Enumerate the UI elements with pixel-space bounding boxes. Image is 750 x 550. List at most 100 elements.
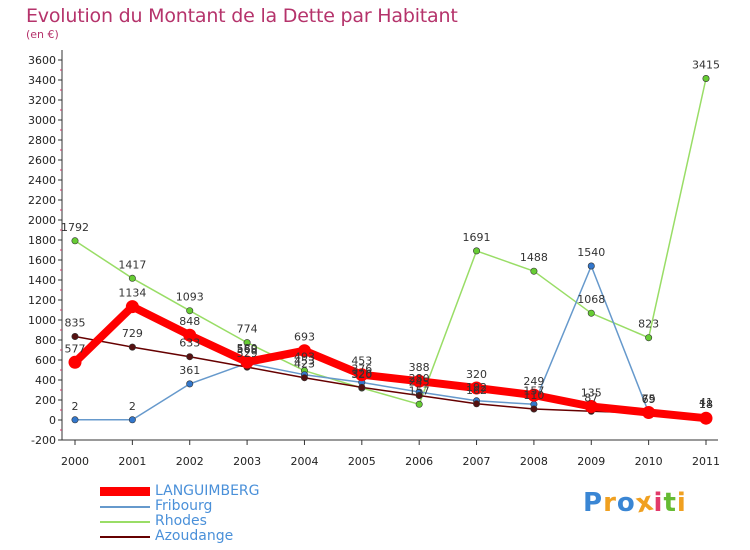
legend-swatch-rhodes [100, 521, 150, 523]
data-point-languimberg [125, 300, 139, 314]
series-line-languimberg [71, 302, 710, 423]
x-tick-label: 2005 [348, 455, 376, 468]
data-point-azoudange [473, 400, 481, 408]
data-label: 823 [638, 318, 659, 331]
legend-item-languimberg[interactable]: LANGUIMBERG [100, 483, 320, 499]
data-point-rhodes [473, 247, 481, 255]
data-label: 87 [584, 391, 598, 404]
proxiti-logo[interactable]: Proxiti [583, 486, 687, 519]
data-label: 110 [523, 389, 544, 402]
data-label: 774 [237, 323, 258, 336]
data-label: 453 [351, 355, 372, 368]
data-point-languimberg [584, 400, 598, 413]
data-point-languimberg [183, 328, 197, 342]
data-label: 423 [294, 358, 315, 371]
y-tick-label: 3600 [28, 54, 56, 67]
legend-label-fribourg: Fribourg [155, 498, 213, 514]
data-point-rhodes [186, 307, 194, 315]
data-point-azoudange [300, 374, 308, 382]
series-line-fribourg [74, 265, 707, 421]
data-label: 18 [699, 398, 713, 411]
data-point-rhodes [71, 237, 79, 245]
x-tick-label: 2009 [577, 455, 605, 468]
data-label: 135 [581, 387, 602, 400]
data-label: 1134 [118, 287, 146, 300]
y-tick-label: 3400 [28, 74, 56, 87]
data-point-azoudange [71, 332, 79, 340]
data-label: 280 [409, 372, 430, 385]
legend-swatch-azoudange [100, 536, 150, 538]
data-point-fribourg [71, 416, 79, 424]
data-point-fribourg [128, 416, 136, 424]
data-label: 2 [129, 400, 136, 413]
y-tick-label: 800 [35, 334, 56, 347]
legend-item-fribourg[interactable]: Fribourg [100, 498, 320, 514]
data-label: 1792 [61, 221, 89, 234]
data-point-rhodes [645, 334, 653, 342]
data-point-languimberg [355, 368, 369, 382]
y-tick-label: 2600 [28, 154, 56, 167]
y-tick-label: 2400 [28, 174, 56, 187]
data-label: 361 [179, 364, 200, 377]
data-label: 1417 [118, 258, 146, 271]
data-label: 729 [122, 327, 143, 340]
data-label: 835 [65, 317, 86, 330]
data-label: 245 [409, 376, 430, 389]
data-label: 376 [351, 362, 372, 375]
y-tick-label: 2000 [28, 214, 56, 227]
data-label: 1540 [577, 246, 605, 259]
x-tick-label: 2008 [520, 455, 548, 468]
legend-label-azoudange: Azoudange [155, 528, 234, 544]
x-tick-label: 2001 [118, 455, 146, 468]
data-point-azoudange [186, 353, 194, 361]
y-tick-label: 2800 [28, 134, 56, 147]
data-point-languimberg [527, 388, 541, 402]
data-point-fribourg [587, 262, 595, 270]
data-label: 157 [523, 384, 544, 397]
data-label: 1488 [520, 251, 548, 264]
data-point-languimberg [240, 355, 254, 369]
data-label: 320 [466, 368, 487, 381]
y-tick-label: 1000 [28, 314, 56, 327]
logo-letter: i [653, 488, 664, 518]
data-point-rhodes [415, 400, 423, 408]
data-point-languimberg [68, 355, 82, 369]
data-label: 75 [642, 393, 656, 406]
x-tick-label: 2006 [405, 455, 433, 468]
y-tick-label: 2200 [28, 194, 56, 207]
series-line-rhodes [74, 77, 707, 406]
data-point-rhodes [587, 309, 595, 317]
data-point-rhodes [128, 274, 136, 282]
legend-swatch-fribourg [100, 506, 150, 508]
data-label: 693 [294, 331, 315, 344]
series-line-azoudange [74, 335, 707, 417]
data-label: 41 [699, 396, 713, 409]
x-tick-label: 2011 [692, 455, 720, 468]
legend-label-rhodes: Rhodes [155, 513, 207, 529]
data-label: 162 [466, 384, 487, 397]
y-tick-label: 0 [49, 414, 56, 427]
data-point-languimberg [642, 406, 656, 419]
legend-item-rhodes[interactable]: Rhodes [100, 513, 320, 529]
y-tick-label: 3200 [28, 94, 56, 107]
x-tick-label: 2007 [463, 455, 491, 468]
logo-letter: P [583, 488, 604, 518]
data-label: 18 [699, 398, 713, 411]
legend-item-azoudange[interactable]: Azoudange [100, 528, 320, 544]
data-label: 1093 [176, 291, 204, 304]
data-point-fribourg [186, 380, 194, 388]
data-label: 192 [466, 381, 487, 394]
data-point-rhodes [243, 339, 251, 347]
y-tick-label: 400 [35, 374, 56, 387]
data-label: 568 [237, 343, 258, 356]
logo-letter: o [616, 488, 636, 518]
y-tick-label: 1400 [28, 274, 56, 287]
x-tick-label: 2004 [290, 455, 318, 468]
data-label: 69 [642, 393, 656, 406]
data-label: 249 [523, 375, 544, 388]
data-point-languimberg [470, 381, 484, 395]
y-tick-label: 200 [35, 394, 56, 407]
data-point-azoudange [358, 383, 366, 391]
data-point-languimberg [297, 344, 311, 358]
